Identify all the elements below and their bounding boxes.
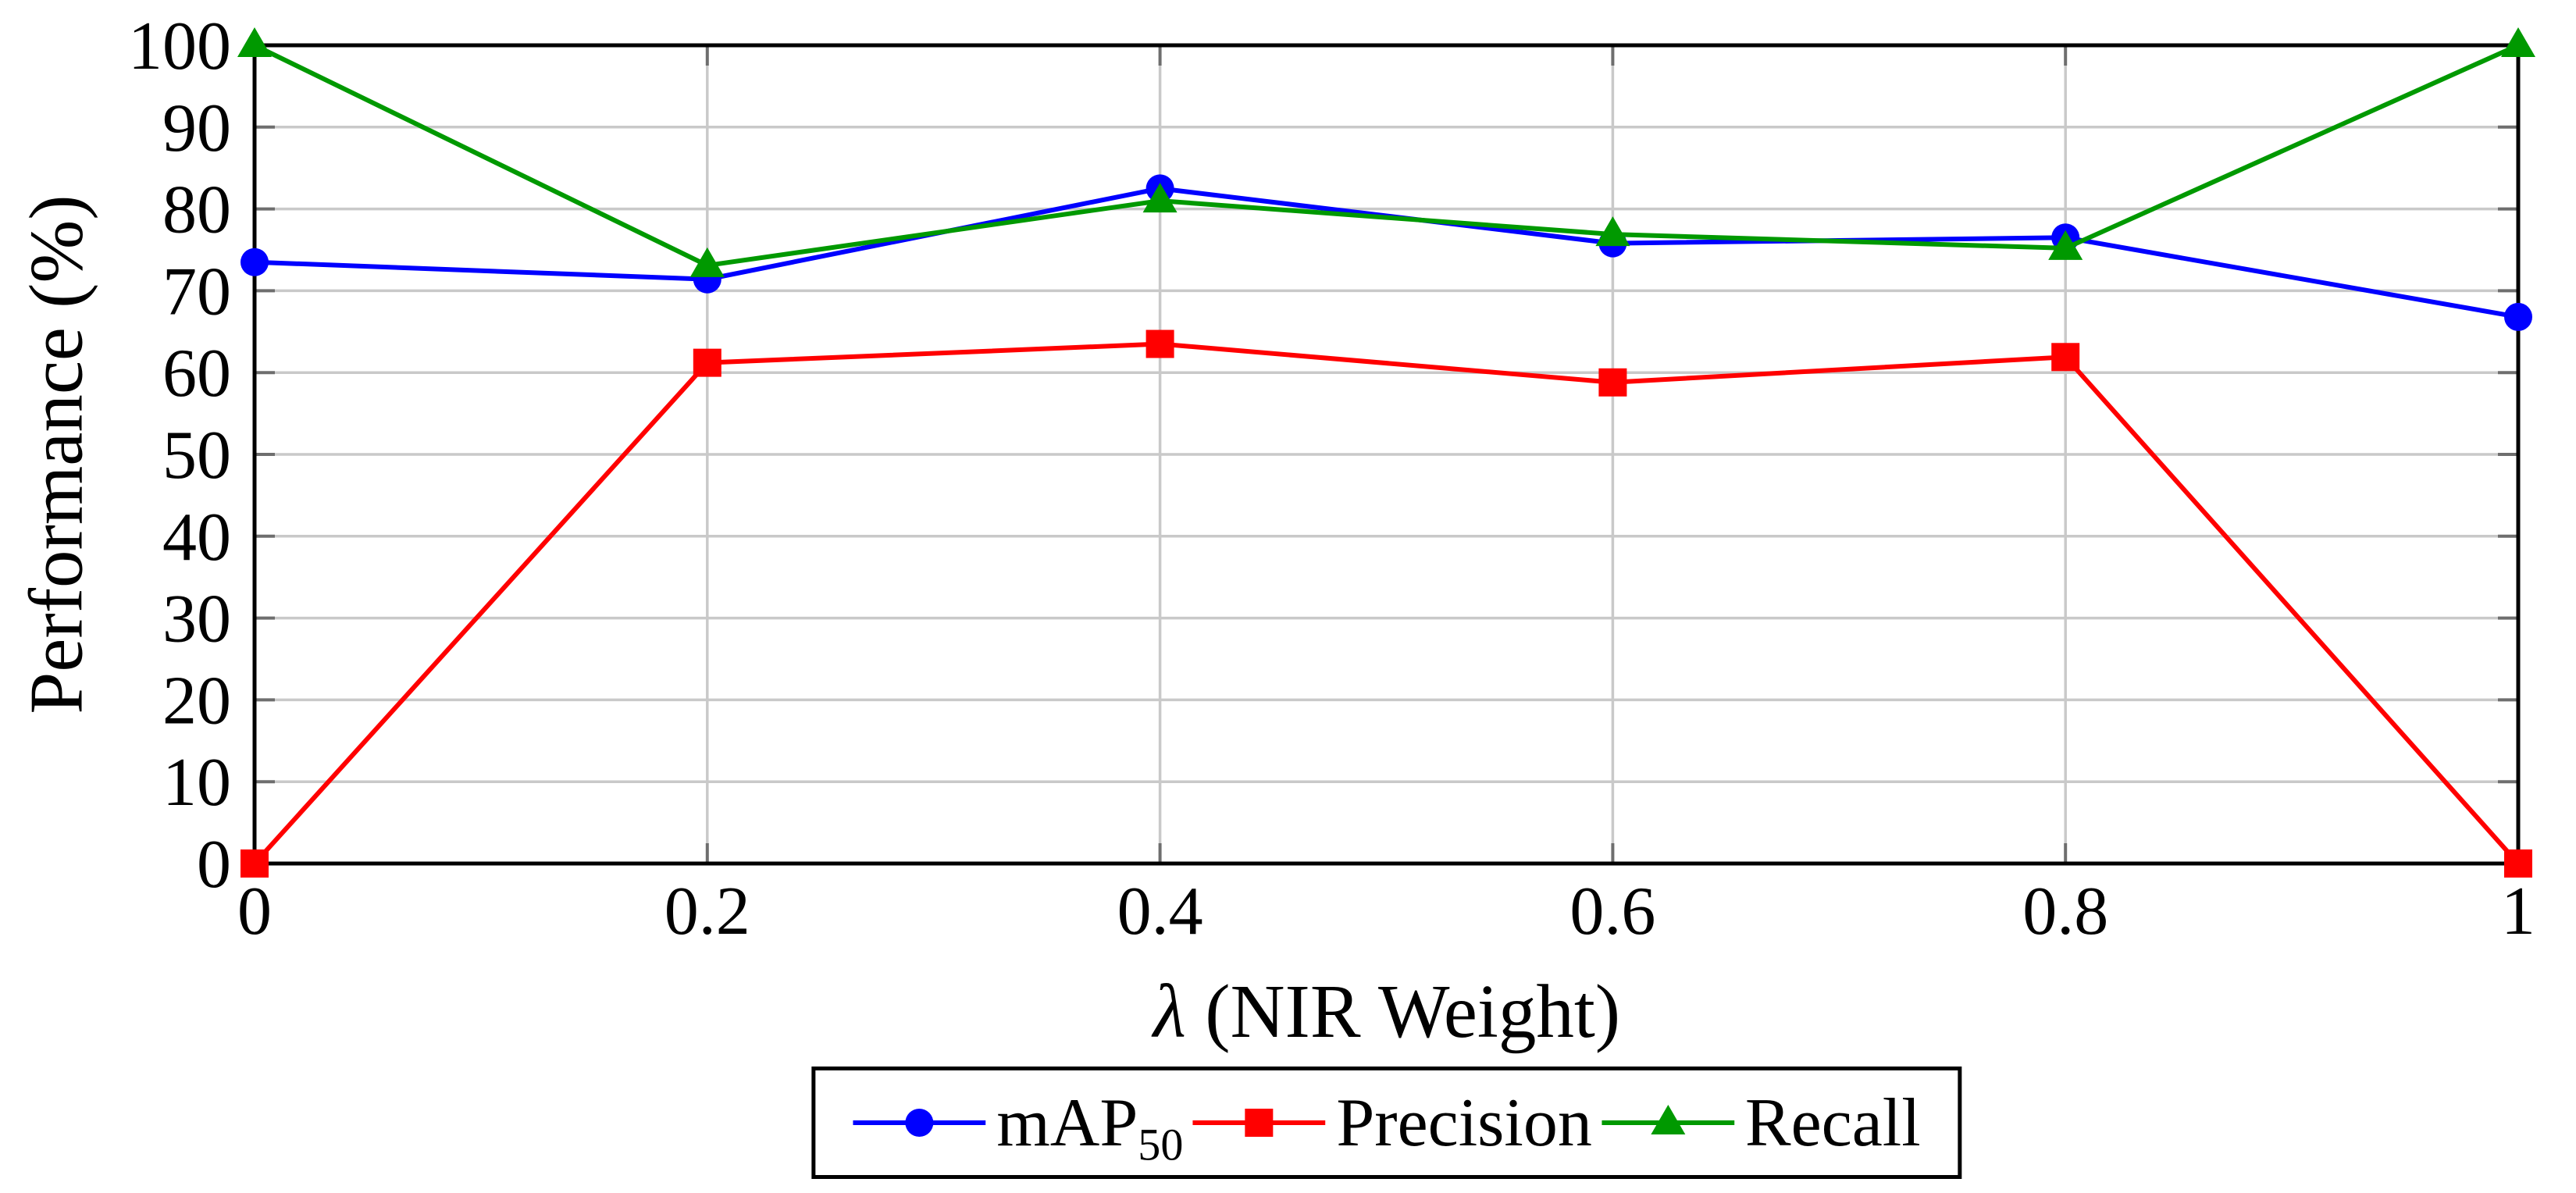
x-tick-label: 0.6 [1569, 874, 1655, 949]
marker-square-Precision [1598, 368, 1627, 397]
y-tick-label: 0 [197, 827, 231, 903]
marker-square-Precision [693, 348, 721, 377]
x-axis-label: λ (NIR Weight) [1153, 968, 1620, 1055]
series-mAP50 [240, 174, 2532, 331]
y-tick-label: 40 [162, 500, 231, 575]
marker-triangle-Recall [2048, 230, 2083, 260]
marker-square-Precision [2051, 343, 2080, 372]
y-tick-label: 50 [162, 418, 231, 493]
series-line-Recall [253, 43, 2520, 269]
x-tick-label: 0.4 [1117, 874, 1203, 949]
chart-legend: mAP50 Precision Recall [811, 1067, 1962, 1179]
legend-marker-square [1245, 1109, 1274, 1137]
legend-label-Precision: Precision [1336, 1084, 1592, 1161]
y-tick-label: 60 [162, 336, 231, 411]
y-axis-label: Performance (%) [14, 194, 98, 714]
tick-layer [255, 45, 2518, 864]
legend-sample-triangle-icon [1601, 1105, 1734, 1134]
series-Precision [240, 329, 2532, 878]
legend-marker-circle [905, 1109, 934, 1137]
marker-triangle-Recall [689, 247, 725, 277]
x-tick-label: 1 [2501, 874, 2535, 949]
x-axis-label-text: (NIR Weight) [1185, 970, 1621, 1053]
marker-triangle-Recall [2501, 27, 2535, 57]
y-tick-label: 80 [162, 173, 231, 248]
marker-triangle-Recall [1595, 216, 1630, 247]
marker-square-Precision [1145, 329, 1174, 358]
y-tick-label: 30 [162, 582, 231, 657]
legend-label-mAP50: mAP50 [996, 1084, 1184, 1170]
legend-label-Recall: Recall [1744, 1084, 1921, 1161]
legend-sample-square-icon [1192, 1109, 1326, 1137]
y-tick-label: 90 [162, 91, 231, 166]
legend-marker-triangle [1650, 1105, 1685, 1134]
legend-sample-circle-icon [853, 1109, 986, 1137]
y-tick-label: 10 [162, 745, 231, 821]
marker-triangle-Recall [1142, 183, 1178, 213]
y-tick-label: 100 [128, 9, 231, 84]
legend-entry-Recall: Recall [1601, 1084, 1921, 1163]
legend-entry-mAP50: mAP50 [853, 1084, 1184, 1170]
marker-circle-mAP50 [2504, 302, 2532, 331]
marker-triangle-Recall [237, 27, 272, 57]
grid-layer [255, 45, 2518, 864]
x-axis-label-lambda: λ [1153, 970, 1186, 1053]
axis-layer [252, 43, 2521, 866]
x-tick-label: 0.2 [664, 874, 750, 949]
y-tick-label: 70 [162, 254, 231, 329]
marker-square-Precision [2504, 849, 2532, 878]
axis-box [252, 43, 2521, 866]
marker-circle-mAP50 [240, 248, 269, 276]
legend-entry-Precision: Precision [1192, 1084, 1592, 1163]
series-line-Precision [252, 341, 2521, 866]
x-tick-label: 0.8 [2022, 874, 2108, 949]
marker-square-Precision [240, 849, 269, 878]
series-Recall [237, 27, 2535, 277]
y-tick-label: 20 [162, 663, 231, 739]
x-tick-label: 0 [237, 874, 272, 949]
